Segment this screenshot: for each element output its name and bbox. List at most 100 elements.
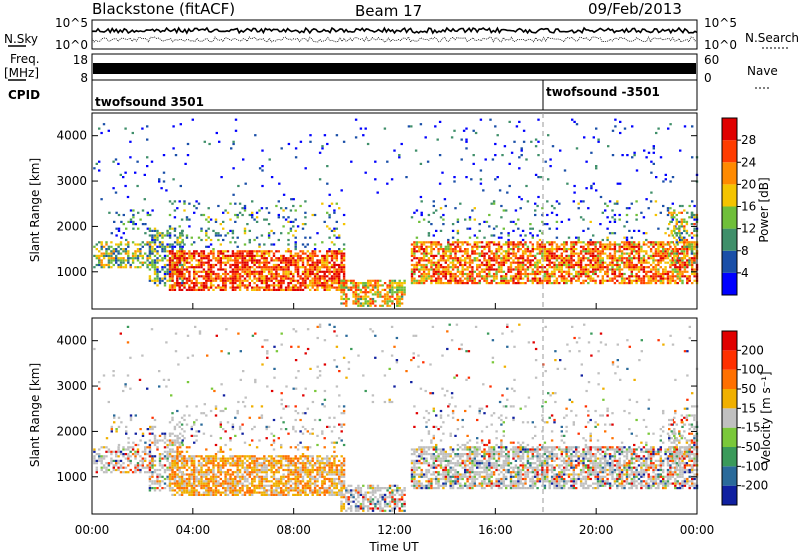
power-cell (541, 232, 544, 235)
velocity-cell (238, 491, 242, 494)
power-cell (546, 200, 549, 203)
power-cell (570, 272, 573, 276)
velocity-cell (129, 446, 132, 449)
power-cell (490, 268, 493, 271)
power-cell (415, 236, 419, 239)
power-cell (543, 279, 547, 282)
power-cell (180, 270, 184, 273)
power-cell (340, 282, 343, 285)
power-cell (243, 259, 247, 262)
power-cell (134, 243, 137, 246)
power-cell (243, 261, 247, 264)
power-cell (589, 248, 592, 251)
power-cell (207, 266, 210, 269)
velocity-cell (158, 480, 162, 483)
power-cell (666, 241, 670, 244)
power-cell (369, 297, 372, 301)
velocity-cell (231, 482, 235, 485)
power-cell (531, 245, 534, 248)
power-cell (662, 250, 665, 253)
velocity-cell (166, 439, 169, 442)
power-cell (500, 257, 503, 260)
power-cell (570, 266, 573, 269)
power-cell (645, 266, 648, 269)
power-cell (454, 245, 457, 248)
power-cell (335, 202, 338, 205)
power-cell (601, 238, 604, 242)
power-cell (248, 241, 251, 244)
power-cell (623, 266, 626, 269)
power-cell (613, 252, 617, 255)
power-cell (137, 227, 140, 230)
power-cell (415, 241, 419, 244)
power-cell (267, 252, 271, 255)
velocity-cell (176, 437, 179, 440)
power-cell (267, 254, 271, 257)
power-cell (555, 248, 559, 251)
power-cell (652, 257, 655, 260)
power-cell (345, 297, 348, 301)
power-cell (161, 277, 164, 280)
power-cell (301, 266, 305, 269)
power-cell (509, 241, 513, 244)
power-cell (425, 277, 428, 280)
power-cell (439, 263, 443, 267)
velocity-cell (185, 477, 189, 481)
power-cell (513, 140, 516, 143)
velocity-cell (238, 477, 242, 481)
power-cell (134, 171, 137, 174)
power-cell (631, 125, 634, 128)
power-cell (338, 288, 341, 291)
power-cell (543, 270, 547, 273)
power-cell (304, 270, 307, 273)
power-cell (151, 266, 154, 269)
power-cell (270, 270, 273, 273)
power-cell (185, 259, 189, 262)
velocity-cell (258, 457, 261, 460)
power-cell (232, 167, 235, 170)
power-cell (447, 266, 450, 269)
power-cell (287, 220, 290, 223)
power-cell (519, 266, 522, 269)
power-cell (309, 270, 312, 273)
power-cell (570, 243, 573, 246)
velocity-cell (129, 418, 133, 422)
velocity-cell (243, 468, 247, 472)
power-cell (418, 241, 421, 244)
velocity-cell (219, 493, 222, 496)
power-cell (565, 259, 568, 262)
velocity-cell (148, 448, 152, 451)
power-cell (342, 259, 346, 262)
power-cell (352, 286, 355, 289)
power-cell (151, 250, 154, 253)
velocity-cell (181, 443, 184, 447)
velocity-cell (178, 459, 181, 462)
velocity-cell (205, 491, 208, 494)
power-cell (200, 259, 203, 262)
power-cell (231, 254, 235, 257)
power-cell (294, 266, 297, 269)
power-cell (248, 259, 251, 262)
power-cell (488, 268, 491, 271)
power-cell (364, 295, 367, 298)
power-cell (222, 250, 225, 253)
power-cell (599, 257, 602, 260)
power-cell (645, 232, 648, 235)
power-cell (173, 270, 177, 273)
power-cell (507, 238, 510, 242)
power-cell (514, 277, 518, 280)
velocity-cell (217, 491, 220, 494)
power-cell (522, 129, 526, 132)
power-cell (340, 263, 343, 267)
power-cell (505, 252, 508, 255)
velocity-cell (151, 464, 154, 467)
power-cell (635, 245, 638, 248)
power-cell (652, 277, 655, 280)
power-cell (132, 227, 135, 230)
velocity-cell (158, 462, 162, 465)
velocity-cell (180, 457, 184, 460)
power-cell (563, 257, 566, 260)
power-cell (255, 250, 259, 253)
power-cell (176, 252, 179, 255)
power-cell (422, 275, 426, 278)
